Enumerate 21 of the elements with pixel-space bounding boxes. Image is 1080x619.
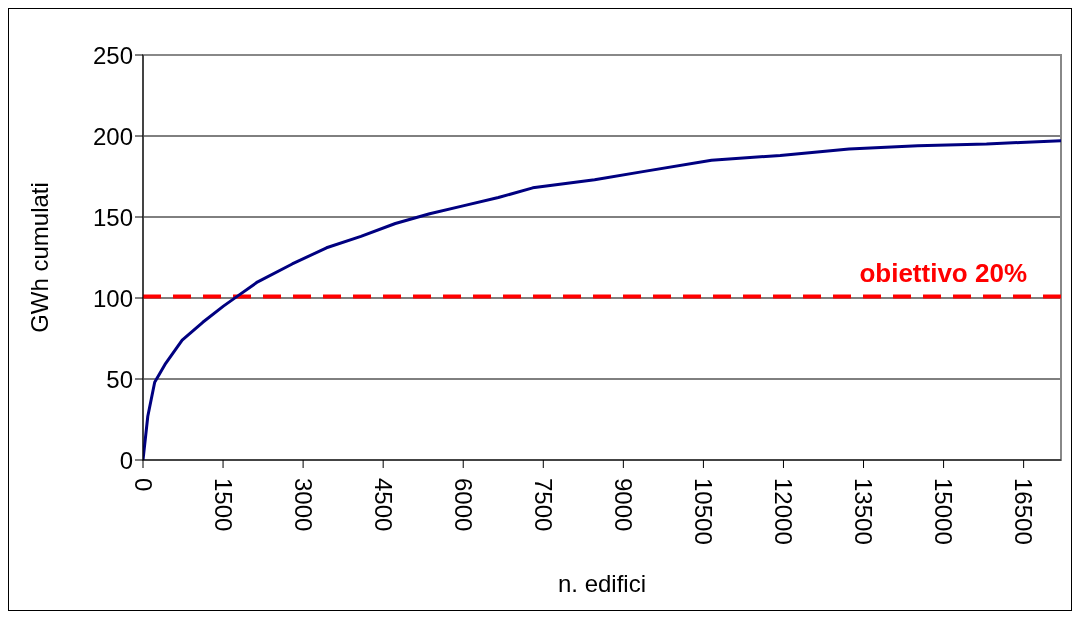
y-tick-label: 0 bbox=[119, 446, 133, 474]
x-tick-label: 4500 bbox=[369, 478, 397, 532]
x-tick-label: 1500 bbox=[209, 478, 237, 532]
x-axis-title: n. edifici bbox=[557, 570, 647, 597]
x-tick-label: 16500 bbox=[1010, 478, 1038, 545]
x-tick-label: 15000 bbox=[930, 478, 958, 545]
y-tick-label: 150 bbox=[92, 203, 133, 231]
y-axis-title: GWh cumulati bbox=[25, 182, 53, 333]
y-tick-label: 200 bbox=[92, 122, 133, 150]
x-tick-label: 7500 bbox=[529, 478, 557, 532]
x-tick-label: 10500 bbox=[689, 478, 717, 545]
x-tick-label: 6000 bbox=[449, 478, 477, 532]
ref-line-label: obiettivo 20% bbox=[859, 258, 1027, 289]
x-tick-label: 12000 bbox=[769, 478, 797, 545]
y-tick-label: 100 bbox=[92, 284, 133, 312]
y-tick-label: 50 bbox=[106, 365, 133, 393]
x-tick-label: 13500 bbox=[850, 478, 878, 545]
x-tick-label: 0 bbox=[129, 478, 157, 492]
y-tick-label: 250 bbox=[92, 41, 133, 69]
x-tick-label: 9000 bbox=[609, 478, 637, 532]
x-tick-label: 3000 bbox=[289, 478, 317, 532]
